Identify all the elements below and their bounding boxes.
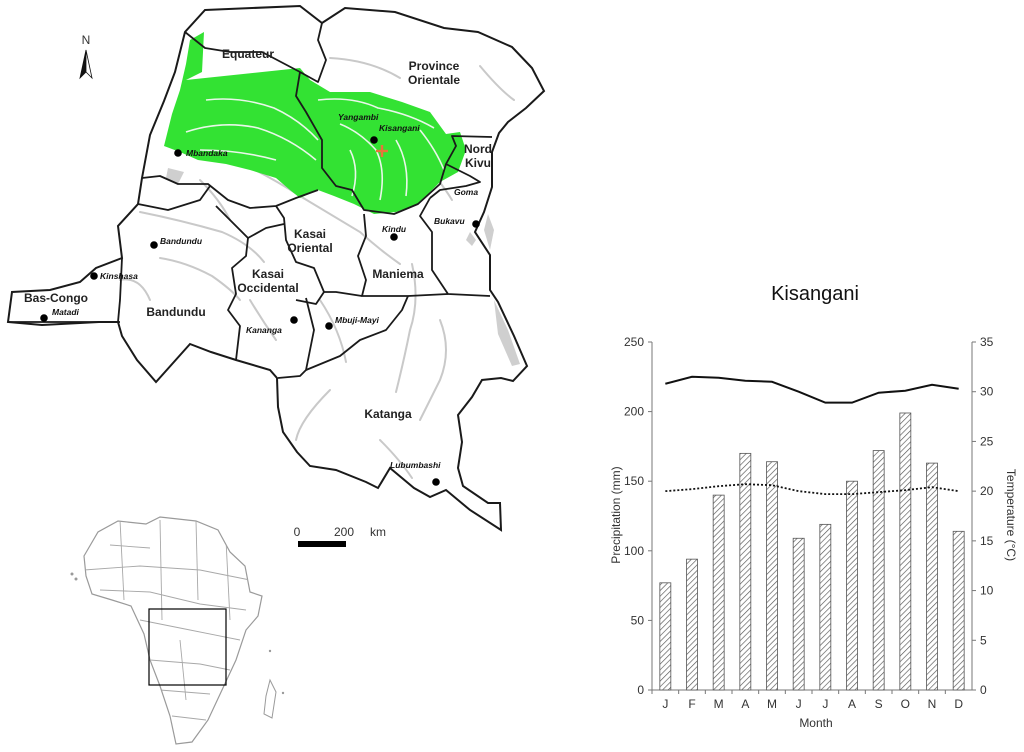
precip-bar-6 bbox=[792, 537, 805, 691]
y2-tick-label: 25 bbox=[980, 434, 994, 448]
province-label-province-orientale: Province Orientale bbox=[408, 59, 460, 87]
precip-bar-9 bbox=[872, 450, 885, 691]
africa-outline bbox=[83, 516, 263, 745]
city-label-kinshasa: Kinshasa bbox=[100, 271, 138, 281]
province-borders bbox=[8, 22, 493, 379]
y-tick-label: 250 bbox=[624, 335, 644, 349]
chart-title: Kisangani bbox=[771, 283, 859, 305]
city-dot-bandundu bbox=[150, 241, 158, 249]
province-label-katanga: Katanga bbox=[364, 407, 412, 421]
x-tick-label: A bbox=[848, 697, 856, 711]
city-dot-mbuji-mayi bbox=[325, 322, 333, 330]
province-label-nord-kivu: Nord Kivu bbox=[464, 142, 492, 170]
africa-inset bbox=[70, 516, 285, 745]
temp-max-line bbox=[665, 375, 959, 404]
city-label-lubumbashi: Lubumbashi bbox=[390, 460, 441, 470]
y2-tick-label: 30 bbox=[980, 385, 994, 399]
precip-bar-2 bbox=[686, 558, 698, 691]
y2-axis-label: Temperature (°C) bbox=[1004, 469, 1018, 561]
x-tick-label: A bbox=[741, 697, 749, 711]
y2-tick-label: 20 bbox=[980, 484, 994, 498]
precip-bar-7 bbox=[819, 523, 832, 691]
temp-min-line bbox=[665, 483, 959, 496]
north-arrow: N bbox=[79, 33, 93, 80]
precip-bar-11 bbox=[926, 462, 938, 691]
city-dot-bukavu bbox=[472, 220, 480, 228]
y-axis-label: Precipitation (mm) bbox=[609, 466, 623, 563]
city-label-goma: Goma bbox=[454, 187, 478, 197]
scale-start-label: 0 bbox=[294, 525, 301, 539]
precip-bar-8 bbox=[846, 480, 858, 691]
x-tick-label: F bbox=[688, 697, 695, 711]
climate-chart: Kisangani 0 50 100 150 200 250 0 5 10 15 20 25 30 35 J… bbox=[609, 283, 1018, 730]
y-tick-label: 100 bbox=[624, 544, 644, 558]
city-label-kananga: Kananga bbox=[246, 325, 282, 335]
precip-bar-5 bbox=[766, 461, 778, 691]
city-label-matadi: Matadi bbox=[52, 307, 80, 317]
precip-bar-1 bbox=[659, 582, 672, 691]
precip-bar-4 bbox=[739, 452, 752, 691]
city-dot-kindu bbox=[390, 233, 398, 241]
x-tick-label: J bbox=[662, 697, 668, 711]
province-label-bas-congo: Bas-Congo bbox=[24, 291, 88, 305]
province-labels: Equateur Province Orientale Nord Kivu Kasai Or… bbox=[24, 47, 492, 421]
city-label-bandundu: Bandundu bbox=[160, 236, 203, 246]
x-tick-label: M bbox=[767, 697, 777, 711]
city-dot-kinshasa bbox=[90, 272, 98, 280]
city-label-kisangani: Kisangani bbox=[379, 123, 420, 133]
y-tick-label: 150 bbox=[624, 474, 644, 488]
city-dot-kananga bbox=[290, 316, 298, 324]
drc-map: Equateur Province Orientale Nord Kivu Kasai Or… bbox=[6, 4, 546, 532]
city-label-kindu: Kindu bbox=[382, 224, 407, 234]
precip-bar-12 bbox=[952, 530, 965, 691]
y2-tick-label: 15 bbox=[980, 534, 994, 548]
y2-tick-label: 35 bbox=[980, 335, 994, 349]
x-tick-label: M bbox=[714, 697, 724, 711]
x-axis-label: Month bbox=[799, 716, 832, 730]
y-tick-label: 200 bbox=[624, 405, 644, 419]
scale-bar: 0 200 km bbox=[294, 525, 386, 547]
city-label-bukavu: Bukavu bbox=[434, 216, 466, 226]
y-tick-label: 0 bbox=[637, 683, 644, 697]
city-dot-lubumbashi bbox=[432, 478, 440, 486]
y2-tick-label: 10 bbox=[980, 584, 994, 598]
x-tick-label: N bbox=[928, 697, 937, 711]
city-label-mbuji-mayi: Mbuji-Mayi bbox=[335, 315, 380, 325]
inset-locator-box bbox=[148, 608, 227, 686]
scale-unit-label: km bbox=[370, 525, 386, 539]
city-dot-mbandaka bbox=[174, 149, 182, 157]
province-label-kasai-oriental: Kasai Oriental bbox=[287, 227, 332, 255]
study-site-marker bbox=[376, 145, 388, 157]
north-label: N bbox=[82, 33, 91, 47]
y-tick-label: 50 bbox=[631, 613, 645, 627]
x-tick-label: J bbox=[822, 697, 828, 711]
x-tick-label: S bbox=[875, 697, 883, 711]
city-dot-kisangani bbox=[370, 136, 378, 144]
province-label-equateur: Equateur bbox=[222, 47, 274, 61]
city-dot-matadi bbox=[40, 314, 48, 322]
city-label-mbandaka: Mbandaka bbox=[186, 148, 228, 158]
x-tick-label: O bbox=[901, 697, 910, 711]
precip-bar-3 bbox=[712, 494, 725, 691]
scale-mid-label: 200 bbox=[334, 525, 354, 539]
city-label-yangambi: Yangambi bbox=[338, 112, 379, 122]
province-label-bandundu: Bandundu bbox=[146, 305, 205, 319]
x-tick-label: J bbox=[796, 697, 802, 711]
province-label-kasai-occidental: Kasai Occidental bbox=[237, 267, 298, 295]
y2-tick-label: 0 bbox=[980, 683, 987, 697]
precip-bar-10 bbox=[899, 412, 912, 691]
y2-tick-label: 5 bbox=[980, 633, 987, 647]
province-label-maniema: Maniema bbox=[372, 267, 424, 281]
x-tick-label: D bbox=[954, 697, 963, 711]
forest-area bbox=[164, 32, 466, 214]
